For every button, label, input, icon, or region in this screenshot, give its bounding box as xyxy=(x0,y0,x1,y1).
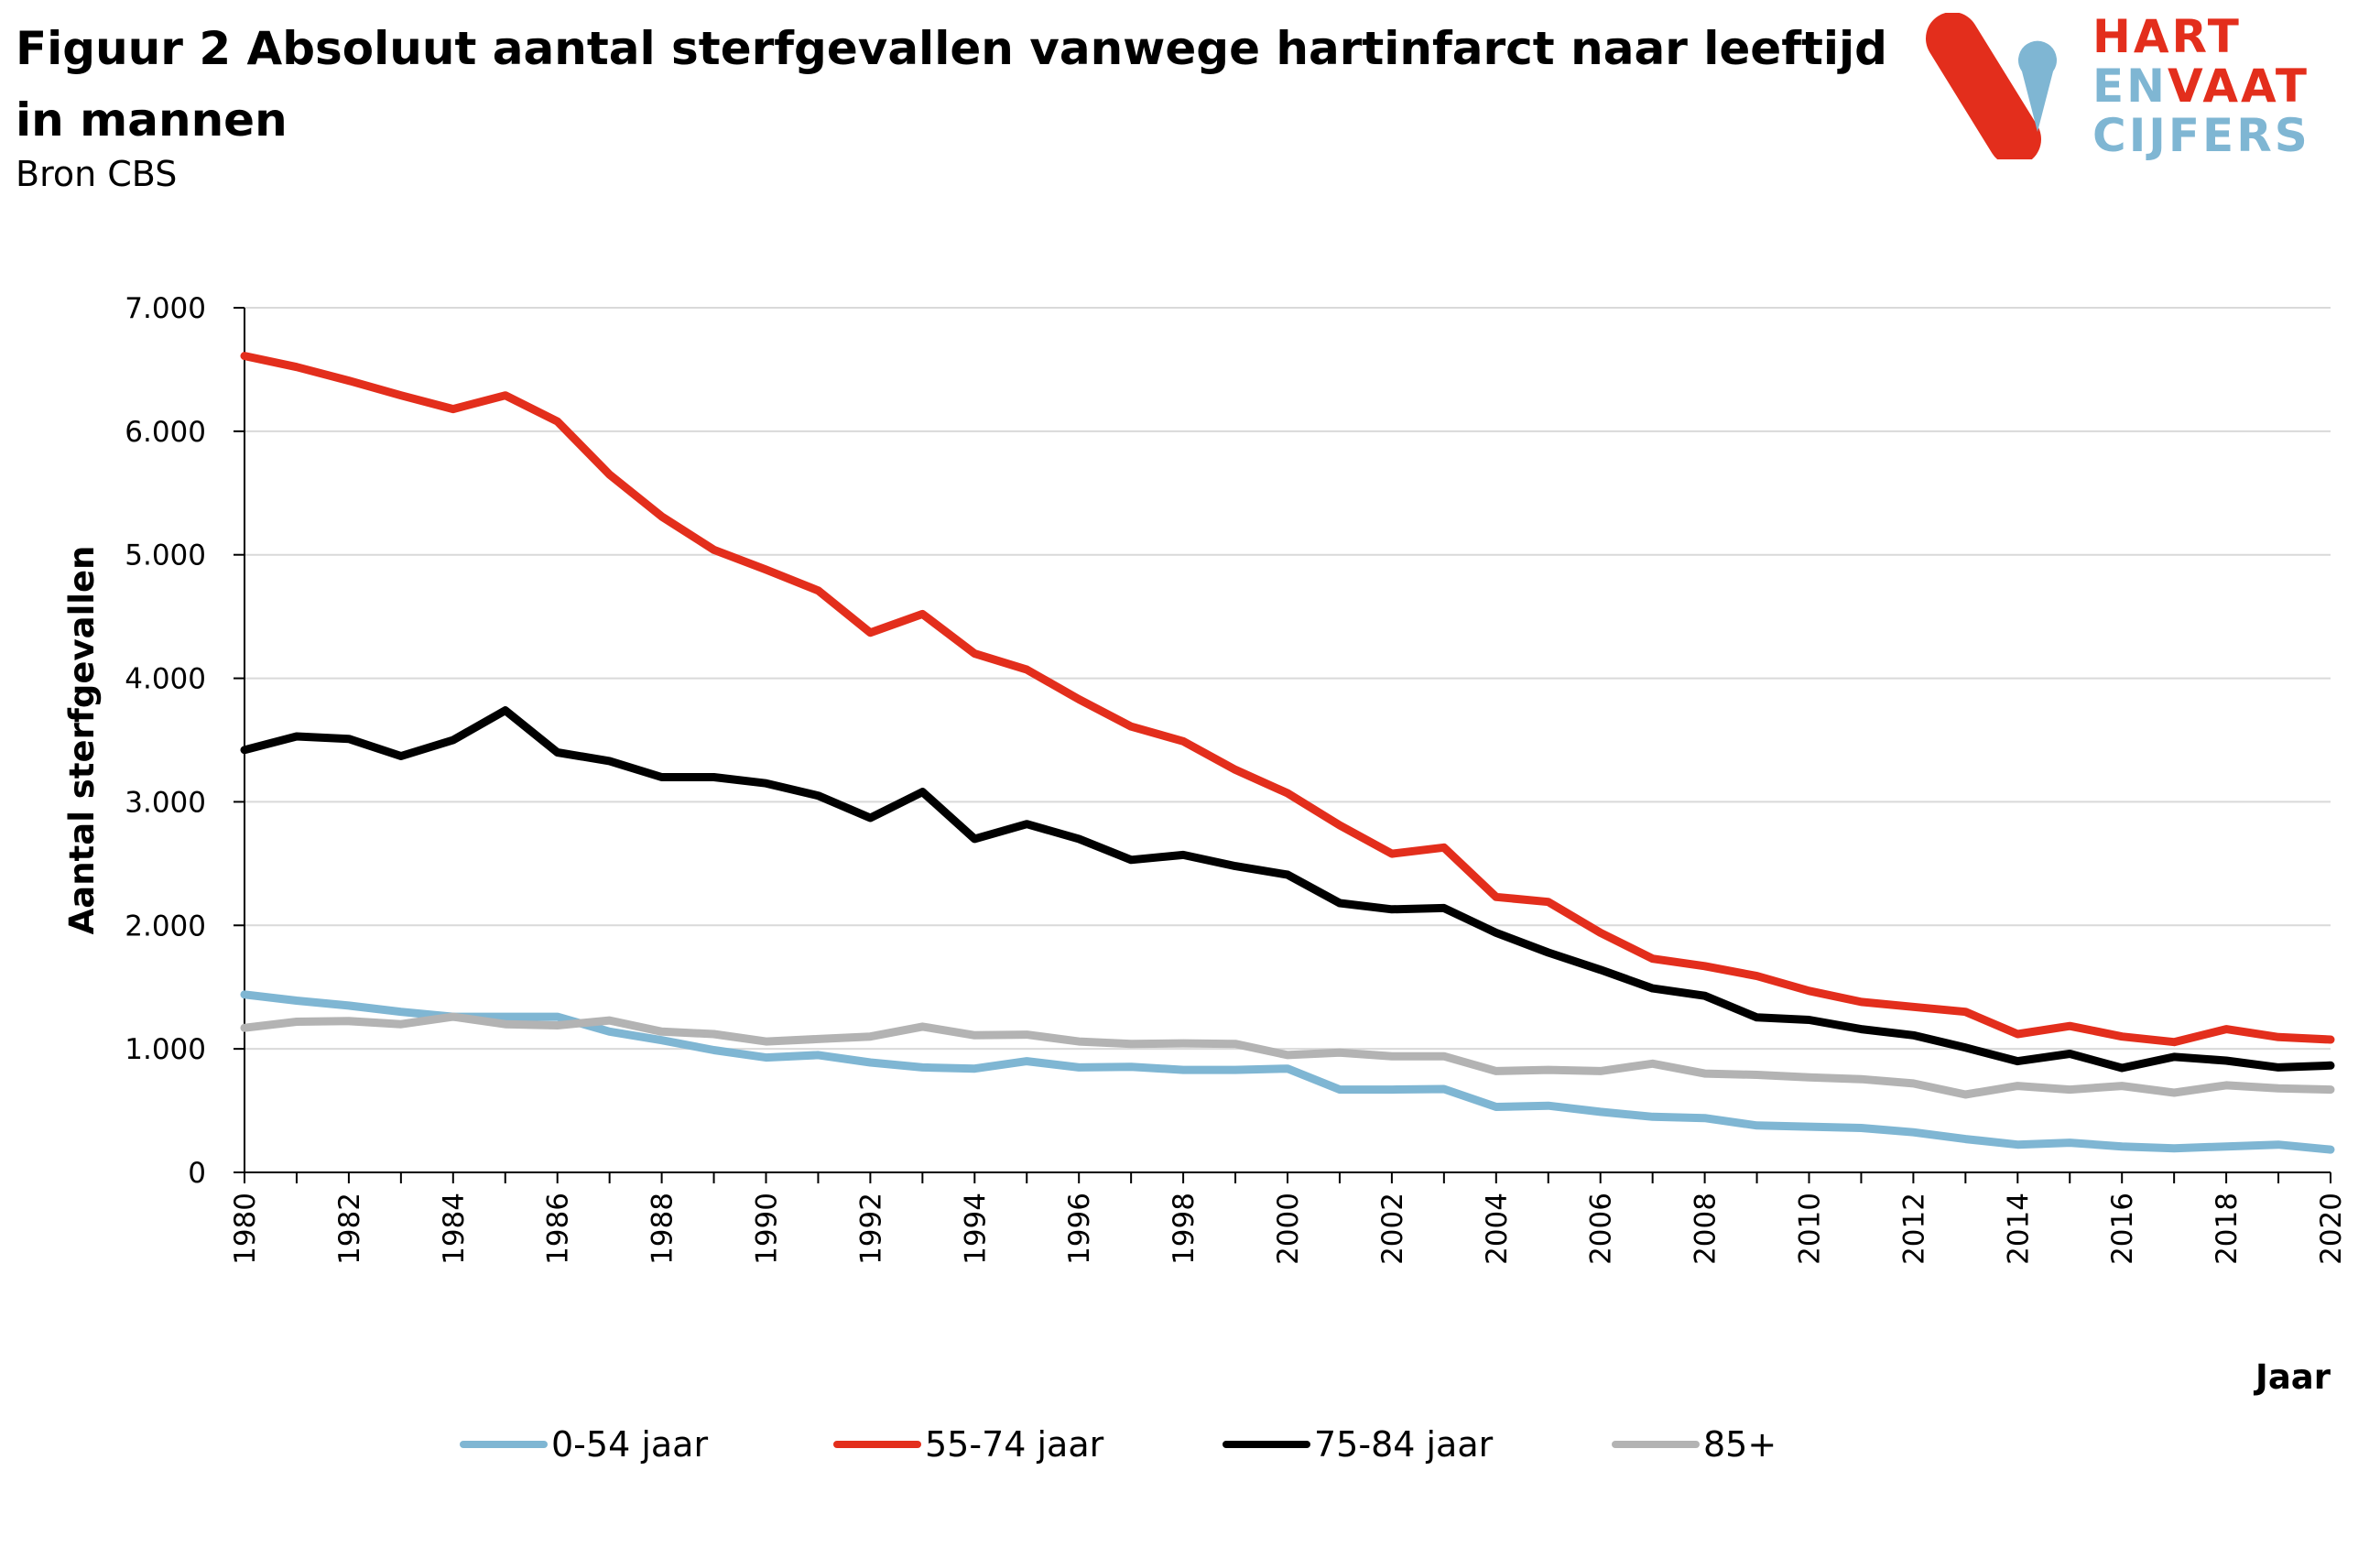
logo-word: HART xyxy=(2092,10,2242,63)
legend-label: 85+ xyxy=(1703,1424,1777,1465)
x-axis-title: Jaar xyxy=(2253,1357,2331,1397)
x-tick-label: 2016 xyxy=(2106,1193,2139,1265)
legend-item: 85+ xyxy=(1612,1424,1777,1465)
x-tick-label: 2018 xyxy=(2211,1193,2244,1265)
y-tick-label: 7.000 xyxy=(125,292,206,325)
legend-swatch xyxy=(833,1441,921,1448)
x-tick-label: 1990 xyxy=(751,1193,784,1265)
x-tick-label: 1988 xyxy=(647,1193,679,1265)
x-tick-label: 2006 xyxy=(1585,1193,1618,1265)
y-tick-label: 1.000 xyxy=(125,1033,206,1066)
chart-legend: 0-54 jaar 55-74 jaar 75-84 jaar 85+ xyxy=(0,1424,2380,1479)
legend-label: 75-84 jaar xyxy=(1314,1424,1494,1465)
logo-word: EN xyxy=(2092,60,2168,113)
legend-swatch xyxy=(460,1441,548,1448)
x-tick-label: 2000 xyxy=(1272,1193,1305,1265)
legend-item: 55-74 jaar xyxy=(833,1424,1103,1465)
x-tick-label: 2004 xyxy=(1481,1193,1514,1265)
y-tick-label: 4.000 xyxy=(125,663,206,696)
heart-logo-icon xyxy=(1926,13,2057,159)
y-tick-label: 2.000 xyxy=(125,910,206,942)
x-tick-label: 2012 xyxy=(1897,1193,1930,1265)
y-tick-label: 0 xyxy=(188,1157,206,1190)
y-tick-label: 6.000 xyxy=(125,416,206,449)
chart-subtitle: Bron CBS xyxy=(16,154,178,194)
legend-item: 0-54 jaar xyxy=(460,1424,708,1465)
x-tick-label: 1980 xyxy=(229,1193,262,1265)
x-tick-label: 1984 xyxy=(438,1193,471,1265)
x-tick-label: 2002 xyxy=(1376,1193,1409,1265)
series-line xyxy=(240,990,2335,1154)
logo-text-line3: CIJFERS xyxy=(2092,110,2310,161)
legend-label: 55-74 jaar xyxy=(925,1424,1104,1465)
logo-word: CIJFERS xyxy=(2092,109,2310,162)
x-tick-label: 2008 xyxy=(1690,1193,1723,1265)
logo-text-line2: ENVAAT xyxy=(2092,60,2309,112)
x-tick-label: 1996 xyxy=(1063,1193,1096,1265)
logo-word: VAAT xyxy=(2168,60,2309,113)
x-tick-label: 1992 xyxy=(854,1193,887,1265)
x-tick-label: 1998 xyxy=(1168,1193,1201,1265)
series-line xyxy=(240,352,2335,1047)
legend-item: 75-84 jaar xyxy=(1223,1424,1493,1465)
legend-label: 0-54 jaar xyxy=(551,1424,709,1465)
series-line xyxy=(240,706,2335,1073)
legend-swatch xyxy=(1612,1441,1700,1448)
y-tick-label: 3.000 xyxy=(125,786,206,819)
chart-title: Figuur 2 Absoluut aantal sterfgevallen v… xyxy=(16,22,1887,147)
y-tick-label: 5.000 xyxy=(125,539,206,572)
y-axis-title: Aantal sterfgevallen xyxy=(62,546,102,935)
x-tick-label: 1982 xyxy=(333,1193,366,1265)
x-tick-label: 1986 xyxy=(542,1193,575,1265)
logo-text-line1: HART xyxy=(2092,11,2242,62)
x-tick-label: 1994 xyxy=(959,1193,992,1265)
x-tick-label: 2010 xyxy=(1794,1193,1827,1265)
x-tick-label: 2020 xyxy=(2315,1193,2348,1265)
x-tick-label: 2014 xyxy=(2002,1193,2035,1265)
legend-swatch xyxy=(1223,1441,1310,1448)
series-line xyxy=(240,1012,2335,1099)
